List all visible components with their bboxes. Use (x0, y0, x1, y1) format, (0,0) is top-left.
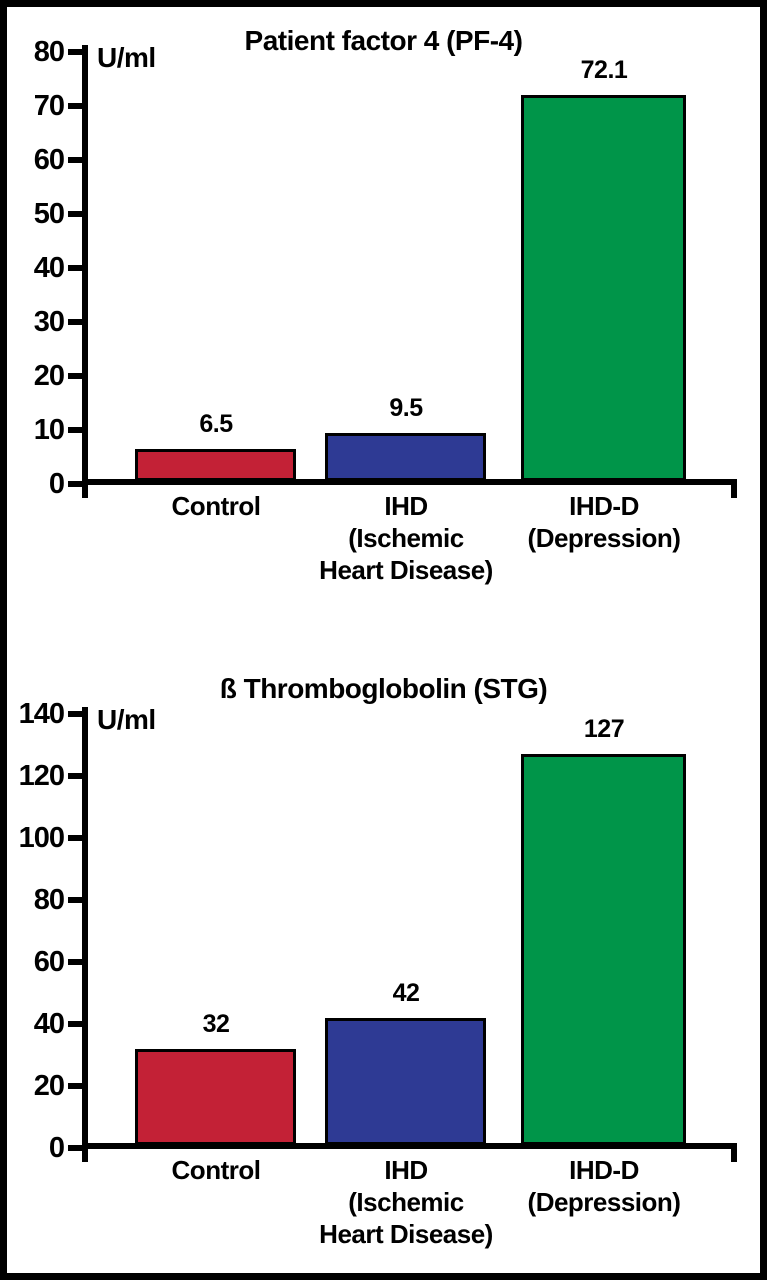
x-axis-line (82, 1143, 737, 1149)
chart-title: Patient factor 4 (PF-4) (244, 25, 523, 56)
y-axis-unit-label: U/ml (97, 704, 156, 735)
y-tick-label: 60 (33, 144, 65, 176)
bar-value-label: 42 (392, 979, 420, 1007)
y-tick-label: 120 (18, 760, 65, 792)
y-tick-mark (68, 103, 82, 109)
y-tick-label: 50 (33, 198, 65, 230)
y-tick-label: 80 (33, 884, 65, 916)
y-tick-mark (68, 427, 82, 433)
y-tick-label: 60 (33, 946, 65, 978)
y-tick-label: 70 (33, 90, 65, 122)
x-category-label: IHD-D (Depression) (527, 1155, 681, 1217)
x-category-label: IHD (Ischemic Heart Disease) (319, 491, 493, 585)
bar-value-label: 127 (583, 715, 625, 743)
y-axis-line (82, 45, 88, 498)
bar-value-label: 6.5 (199, 410, 233, 438)
y-tick-mark (68, 265, 82, 271)
bar-0 (135, 449, 296, 481)
y-tick-mark (68, 959, 82, 965)
y-tick-label: 140 (18, 698, 65, 730)
y-tick-mark (68, 1145, 82, 1151)
y-tick-label: 10 (33, 414, 65, 446)
y-tick-mark (68, 1083, 82, 1089)
bar-value-label: 32 (202, 1010, 230, 1038)
y-tick-mark (68, 897, 82, 903)
y-tick-label: 30 (33, 306, 65, 338)
y-tick-mark (68, 157, 82, 163)
y-tick-label: 100 (18, 822, 65, 854)
y-tick-label: 0 (48, 468, 65, 500)
y-tick-mark (68, 49, 82, 55)
y-tick-label: 0 (48, 1132, 65, 1164)
y-tick-label: 20 (33, 360, 65, 392)
bar-1 (325, 433, 486, 481)
x-category-label: IHD-D (Depression) (527, 491, 681, 553)
y-tick-mark (68, 319, 82, 325)
x-category-label: IHD (Ischemic Heart Disease) (319, 1155, 493, 1249)
x-axis-end-cap (731, 479, 737, 498)
y-tick-mark (68, 835, 82, 841)
y-tick-label: 20 (33, 1070, 65, 1102)
x-category-label: Control (171, 1155, 261, 1185)
y-tick-label: 40 (33, 252, 65, 284)
y-tick-mark (68, 1021, 82, 1027)
bar-2 (521, 754, 686, 1145)
y-tick-mark (68, 373, 82, 379)
x-axis-end-cap (731, 1143, 737, 1162)
bar-1 (325, 1018, 486, 1145)
y-tick-label: 80 (33, 36, 65, 68)
y-tick-mark (68, 773, 82, 779)
x-category-label: Control (171, 491, 261, 521)
y-tick-mark (68, 481, 82, 487)
y-tick-label: 40 (33, 1008, 65, 1040)
x-axis-line (82, 479, 737, 485)
bar-0 (135, 1049, 296, 1145)
y-tick-mark (68, 211, 82, 217)
bar-value-label: 9.5 (389, 394, 423, 422)
y-axis-unit-label: U/ml (97, 42, 156, 73)
y-axis-line (82, 707, 88, 1162)
chart-title: ß Thromboglobolin (STG) (219, 673, 548, 704)
bar-2 (521, 95, 686, 481)
bar-value-label: 72.1 (580, 56, 628, 84)
y-tick-mark (68, 711, 82, 717)
